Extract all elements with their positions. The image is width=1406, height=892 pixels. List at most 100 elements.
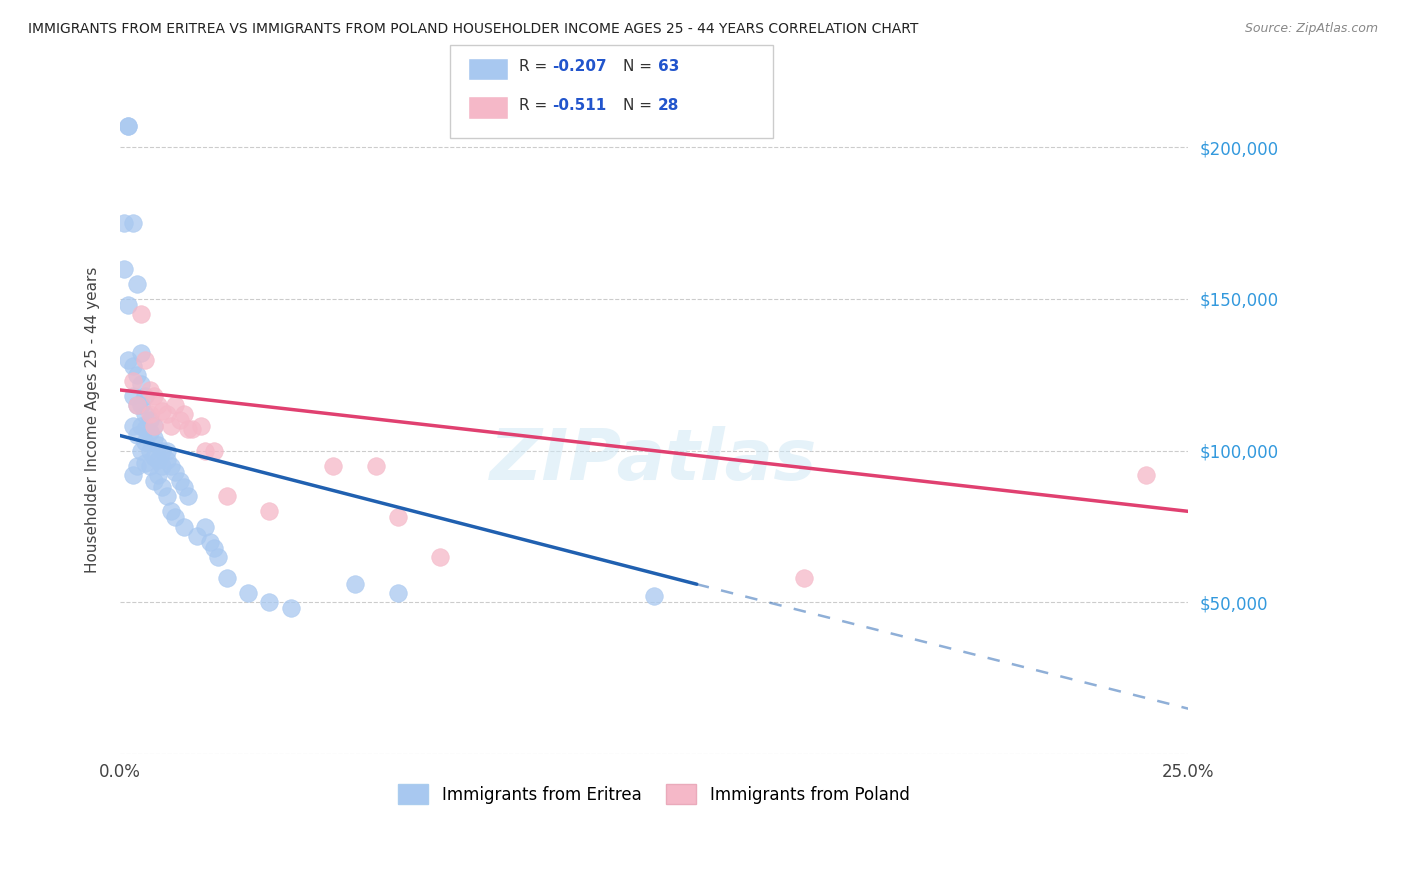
Point bbox=[643, 590, 665, 604]
Point bbox=[138, 443, 160, 458]
Point bbox=[134, 389, 156, 403]
Point bbox=[125, 458, 148, 473]
Point bbox=[125, 277, 148, 291]
Point bbox=[259, 595, 281, 609]
Point bbox=[152, 480, 174, 494]
Point bbox=[343, 577, 366, 591]
Point bbox=[134, 407, 156, 421]
Text: -0.511: -0.511 bbox=[553, 98, 607, 112]
Point bbox=[173, 519, 195, 533]
Y-axis label: Householder Income Ages 25 - 44 years: Householder Income Ages 25 - 44 years bbox=[86, 267, 100, 574]
Point bbox=[142, 419, 165, 434]
Point bbox=[134, 456, 156, 470]
Point bbox=[322, 458, 344, 473]
Point bbox=[142, 419, 165, 434]
Point bbox=[125, 428, 148, 442]
Point bbox=[429, 549, 451, 564]
Point bbox=[129, 398, 152, 412]
Text: 63: 63 bbox=[658, 60, 679, 74]
Text: 28: 28 bbox=[658, 98, 679, 112]
Point bbox=[121, 359, 143, 373]
Point bbox=[194, 443, 217, 458]
Point bbox=[129, 307, 152, 321]
Point bbox=[142, 474, 165, 488]
Text: ZIPatlas: ZIPatlas bbox=[491, 425, 818, 495]
Point bbox=[129, 419, 152, 434]
Point bbox=[129, 346, 152, 360]
Text: IMMIGRANTS FROM ERITREA VS IMMIGRANTS FROM POLAND HOUSEHOLDER INCOME AGES 25 - 4: IMMIGRANTS FROM ERITREA VS IMMIGRANTS FR… bbox=[28, 22, 918, 37]
Point bbox=[148, 452, 170, 467]
Point bbox=[129, 443, 152, 458]
Point bbox=[366, 458, 388, 473]
Point bbox=[121, 216, 143, 230]
Point bbox=[165, 510, 187, 524]
Point bbox=[134, 352, 156, 367]
Point bbox=[387, 586, 409, 600]
Text: N =: N = bbox=[623, 98, 657, 112]
Text: R =: R = bbox=[519, 98, 557, 112]
Point bbox=[215, 571, 238, 585]
Point bbox=[134, 422, 156, 436]
Point bbox=[125, 398, 148, 412]
Point bbox=[202, 541, 225, 555]
Point bbox=[142, 432, 165, 446]
Point bbox=[148, 437, 170, 451]
Point bbox=[142, 450, 165, 464]
Point bbox=[117, 298, 139, 312]
Point bbox=[160, 504, 183, 518]
Point bbox=[156, 443, 179, 458]
Text: R =: R = bbox=[519, 60, 553, 74]
Point bbox=[138, 458, 160, 473]
Point bbox=[280, 601, 302, 615]
Legend: Immigrants from Eritrea, Immigrants from Poland: Immigrants from Eritrea, Immigrants from… bbox=[389, 776, 918, 813]
Point bbox=[112, 261, 135, 276]
Point bbox=[160, 458, 183, 473]
Point bbox=[177, 489, 200, 503]
Point bbox=[121, 389, 143, 403]
Text: Source: ZipAtlas.com: Source: ZipAtlas.com bbox=[1244, 22, 1378, 36]
Point bbox=[148, 398, 170, 412]
Point bbox=[387, 510, 409, 524]
Point bbox=[207, 549, 229, 564]
Point bbox=[1135, 467, 1157, 482]
Point bbox=[138, 413, 160, 427]
Point bbox=[138, 407, 160, 421]
Point bbox=[190, 419, 212, 434]
Point bbox=[152, 458, 174, 473]
Point bbox=[148, 467, 170, 482]
Point bbox=[173, 407, 195, 421]
Point bbox=[129, 376, 152, 391]
Point bbox=[202, 443, 225, 458]
Point bbox=[117, 119, 139, 133]
Text: -0.207: -0.207 bbox=[553, 60, 607, 74]
Point bbox=[156, 489, 179, 503]
Point bbox=[125, 368, 148, 382]
Point bbox=[125, 398, 148, 412]
Point bbox=[236, 586, 259, 600]
Text: N =: N = bbox=[623, 60, 657, 74]
Point bbox=[152, 404, 174, 418]
Point bbox=[112, 216, 135, 230]
Point bbox=[215, 489, 238, 503]
Point bbox=[259, 504, 281, 518]
Point bbox=[194, 519, 217, 533]
Point bbox=[152, 443, 174, 458]
Point bbox=[156, 407, 179, 421]
Point bbox=[121, 467, 143, 482]
Point bbox=[165, 465, 187, 479]
Point bbox=[160, 419, 183, 434]
Point bbox=[138, 425, 160, 440]
Point bbox=[142, 389, 165, 403]
Point bbox=[138, 383, 160, 397]
Point bbox=[134, 434, 156, 449]
Point bbox=[117, 119, 139, 133]
Point bbox=[169, 474, 191, 488]
Point bbox=[165, 398, 187, 412]
Point bbox=[198, 534, 221, 549]
Point bbox=[793, 571, 815, 585]
Point bbox=[181, 422, 204, 436]
Point bbox=[169, 413, 191, 427]
Point bbox=[121, 419, 143, 434]
Point bbox=[156, 452, 179, 467]
Point bbox=[177, 422, 200, 436]
